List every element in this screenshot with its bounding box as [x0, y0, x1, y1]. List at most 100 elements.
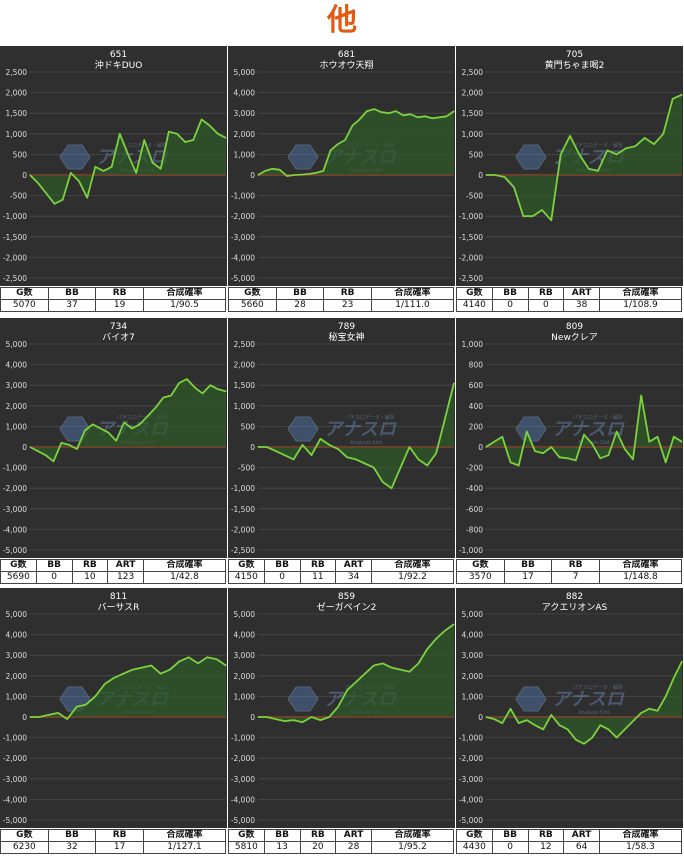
y-tick-label: 4,000	[234, 89, 256, 98]
data-point	[102, 170, 105, 172]
data-point	[271, 168, 274, 170]
data-point	[409, 113, 412, 115]
data-point	[399, 467, 402, 469]
stats-value-row: 5810 13 20 28 1/95.2	[228, 841, 454, 854]
data-point	[217, 133, 219, 135]
machine-number: 809	[566, 322, 583, 332]
data-point	[329, 149, 332, 151]
stats-value: 38	[563, 299, 600, 312]
watermark-sub: Analysis Slot	[578, 710, 610, 716]
data-point	[284, 454, 286, 456]
y-tick-label: 2,000	[234, 672, 256, 681]
data-point	[526, 430, 528, 433]
data-point	[178, 660, 180, 662]
data-point	[681, 94, 683, 96]
data-point	[373, 108, 375, 110]
watermark-logo-icon	[287, 686, 319, 712]
stats-value: 1/58.3	[599, 841, 682, 854]
stats-table: G数 BB RB ART 合成確率 4430 0 12 64 1/58.3	[456, 829, 682, 854]
data-point	[328, 444, 330, 446]
data-point	[408, 446, 411, 448]
stats-value: 4150	[228, 571, 265, 584]
data-point	[131, 427, 133, 430]
data-point	[37, 182, 39, 184]
stats-value-row: 3570 17 7 1/148.8	[456, 571, 682, 584]
y-tick-label: 1,000	[462, 692, 484, 701]
data-point	[513, 186, 515, 188]
machine-name: 秘宝女神	[328, 331, 364, 343]
y-tick-label: 1,500	[462, 109, 484, 118]
watermark-tag: パチスロデータ・解析	[117, 414, 167, 421]
y-tick-label: -1,500	[3, 233, 27, 242]
data-point	[673, 436, 675, 438]
data-point	[648, 441, 650, 443]
data-point	[632, 458, 634, 460]
stats-header: 合成確率	[143, 287, 226, 300]
data-point	[550, 446, 552, 448]
data-point	[373, 664, 375, 667]
stats-value-row: 5660 28 23 1/111.0	[228, 299, 454, 312]
data-point	[485, 716, 487, 718]
y-tick-label: 200	[469, 422, 484, 431]
data-point	[501, 436, 503, 438]
data-point	[150, 664, 152, 667]
plot-area: 681 ホウオウ天翔 5,000 4,000 3,000 2,000 1,000 0 -1,00…	[228, 46, 455, 286]
data-point	[293, 458, 295, 460]
y-tick-label: 500	[469, 150, 484, 159]
y-tick-label: -4,000	[231, 253, 255, 262]
data-point	[201, 392, 204, 395]
y-tick-label: 2,000	[6, 89, 28, 98]
data-point	[78, 180, 80, 182]
stats-value: 17	[95, 841, 144, 854]
y-tick-label: 2,000	[6, 672, 28, 681]
y-tick-label: 2,500	[234, 340, 256, 349]
data-point	[225, 137, 227, 139]
plot-area: 811 バーサスR 5,000 4,000 3,000 2,000 1,000 0 -1,000…	[0, 588, 227, 828]
stats-header: G数	[0, 287, 49, 300]
watermark-tag: パチスロデータ・解析	[117, 142, 167, 149]
data-point	[168, 131, 170, 133]
data-point	[591, 737, 593, 739]
y-tick-label: -400	[466, 484, 483, 493]
machine-name: Newクレア	[551, 332, 598, 343]
stats-header: 合成確率	[371, 559, 454, 572]
y-tick-label: 4,000	[462, 631, 484, 640]
data-point	[417, 662, 419, 665]
data-area	[258, 624, 454, 723]
y-tick-label: -1,500	[459, 233, 483, 242]
data-point	[178, 382, 180, 384]
stats-header: 合成確率	[143, 829, 226, 842]
data-point	[522, 215, 524, 217]
y-tick-label: 4,000	[6, 631, 28, 640]
data-point	[453, 382, 455, 384]
y-tick-label: 0	[22, 443, 27, 452]
data-point	[366, 110, 368, 112]
stats-header: BB	[263, 829, 301, 842]
stats-table: G数 BB RB 合成確率 6230 32 17 1/127.1	[0, 829, 226, 854]
data-point	[355, 681, 357, 683]
stats-value: 1/127.1	[143, 841, 226, 854]
data-point	[575, 459, 577, 461]
data-point	[127, 153, 129, 155]
y-tick-label: 1,000	[6, 422, 28, 431]
stats-value: 32	[47, 841, 97, 854]
stats-value: 7	[551, 571, 600, 584]
machine-chart-panel: 809 Newクレア 1,000 800 600 400 200 0 -200 -400 -600 -…	[456, 318, 683, 589]
data-point	[616, 737, 618, 739]
data-point	[485, 174, 487, 176]
y-tick-label: 2,000	[462, 89, 484, 98]
data-point	[578, 153, 580, 155]
y-tick-label: 3,000	[234, 109, 256, 118]
data-point	[57, 712, 59, 714]
y-tick-label: -4,000	[3, 795, 27, 804]
data-point	[29, 174, 31, 176]
data-point	[380, 111, 383, 113]
data-area	[258, 109, 454, 176]
data-point	[275, 718, 277, 720]
stats-header-row: G数 BB RB 合成確率	[456, 559, 682, 572]
y-tick-label: -5,000	[459, 816, 483, 825]
y-tick-label: -2,000	[3, 253, 27, 262]
data-point	[444, 629, 446, 632]
stats-header: RB	[323, 287, 372, 300]
